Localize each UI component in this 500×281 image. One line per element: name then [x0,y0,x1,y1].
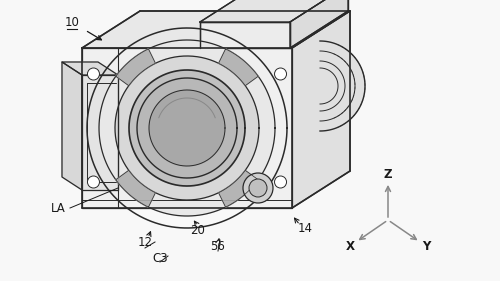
Text: 10: 10 [64,15,80,28]
Text: LA: LA [50,201,66,214]
Polygon shape [82,75,118,190]
Polygon shape [82,11,350,48]
Text: 20: 20 [190,223,206,237]
Polygon shape [62,62,118,75]
Polygon shape [116,49,156,86]
Circle shape [88,176,100,188]
Polygon shape [218,49,258,86]
Polygon shape [290,0,348,48]
Text: Y: Y [422,241,430,253]
Polygon shape [137,78,237,178]
Polygon shape [82,48,292,208]
Text: 12: 12 [138,235,152,248]
Polygon shape [99,40,275,216]
Circle shape [274,176,286,188]
Polygon shape [218,170,258,207]
Circle shape [274,68,286,80]
Text: 56: 56 [210,241,226,253]
Circle shape [249,179,267,197]
Polygon shape [292,11,350,208]
Polygon shape [149,90,225,166]
Text: Z: Z [384,167,392,180]
Text: X: X [346,241,354,253]
Text: C3: C3 [152,251,168,264]
Polygon shape [129,70,245,186]
Polygon shape [200,22,290,48]
Polygon shape [115,56,259,200]
Polygon shape [116,170,156,207]
Text: 14: 14 [298,221,312,235]
Polygon shape [320,41,365,131]
Polygon shape [200,0,348,22]
Circle shape [88,68,100,80]
Polygon shape [62,62,82,190]
Circle shape [243,173,273,203]
